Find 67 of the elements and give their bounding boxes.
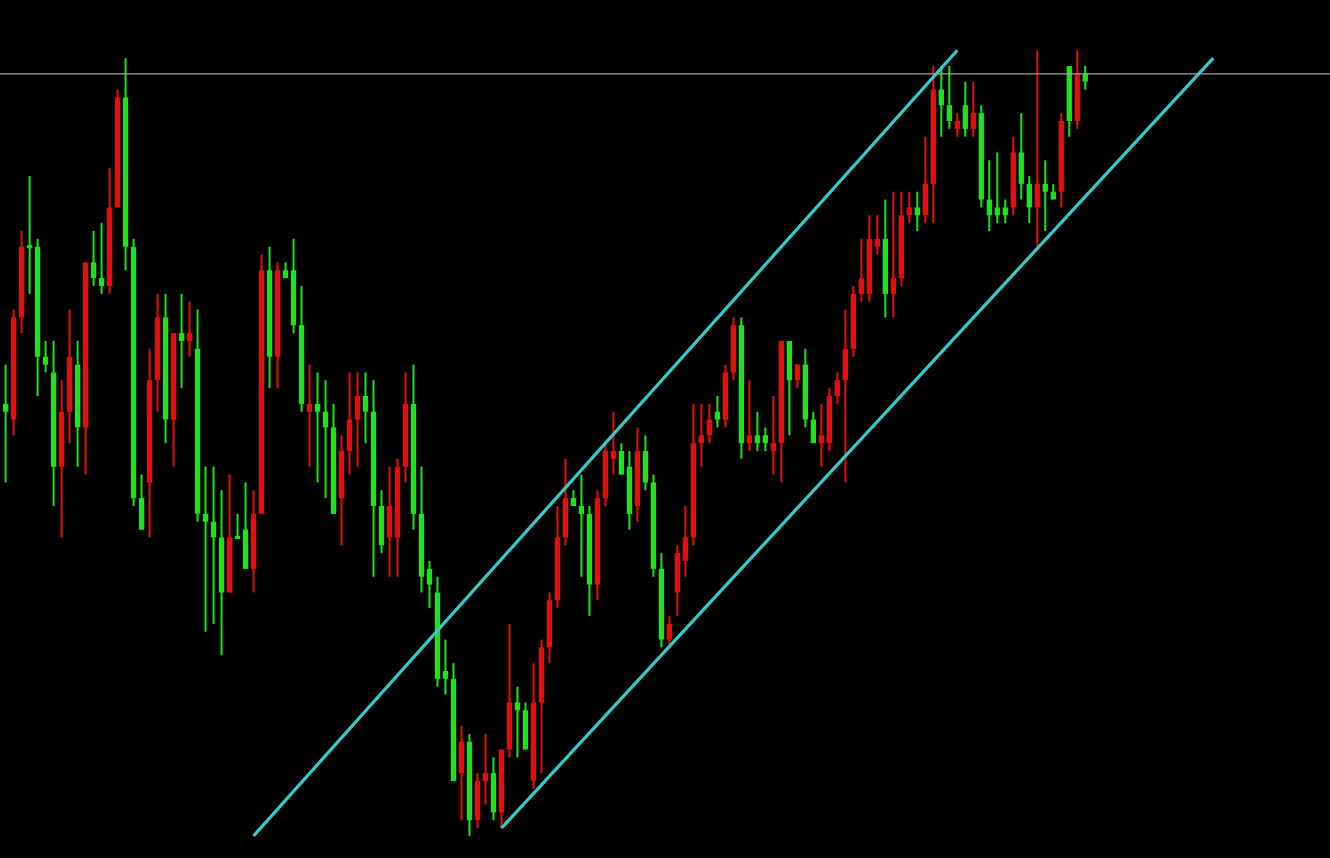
candlestick xyxy=(770,394,777,476)
candlestick xyxy=(706,402,713,445)
candlestick xyxy=(306,363,313,468)
candlestick xyxy=(602,442,609,507)
candlestick xyxy=(1026,174,1032,225)
candlestick xyxy=(242,481,249,570)
candlestick xyxy=(642,434,649,492)
candlestick xyxy=(890,190,896,319)
candlestick xyxy=(338,434,345,547)
candlestick xyxy=(818,402,824,468)
candlestick xyxy=(922,135,928,225)
candlestick xyxy=(522,701,529,751)
candlestick xyxy=(474,772,481,830)
candlestick xyxy=(666,615,673,649)
candlestick xyxy=(362,371,369,445)
candlestick xyxy=(698,402,705,468)
candlestick xyxy=(954,112,960,138)
candlestick xyxy=(674,544,681,617)
candlestick xyxy=(938,64,944,138)
candlestick xyxy=(1018,112,1024,201)
candlestick xyxy=(714,394,721,429)
candlestick xyxy=(482,732,489,806)
candlestick xyxy=(210,465,217,625)
candlestick xyxy=(626,449,633,531)
candlestick xyxy=(90,229,97,287)
candlestick xyxy=(546,591,553,665)
candlestick xyxy=(946,64,952,130)
candlestick xyxy=(722,363,729,429)
candlestick xyxy=(354,371,361,468)
candlestick xyxy=(386,465,393,578)
candlestick xyxy=(98,222,105,295)
candlestick xyxy=(1074,49,1080,130)
candlestick xyxy=(810,410,817,445)
candlestick xyxy=(138,473,145,531)
candlestick xyxy=(746,379,753,452)
candlestick xyxy=(346,371,353,476)
candlestick xyxy=(842,308,848,484)
candlestick xyxy=(490,756,497,822)
candlestick xyxy=(514,685,521,759)
candlestick xyxy=(562,457,569,547)
candlestick xyxy=(970,80,976,138)
candlestick xyxy=(754,410,761,452)
candlestick xyxy=(578,473,585,578)
candlestick xyxy=(178,292,185,390)
candlestick xyxy=(986,159,992,232)
candlestick xyxy=(2,363,9,484)
candlestick xyxy=(858,237,864,303)
candlestick xyxy=(314,371,321,484)
candlestick xyxy=(906,190,912,225)
candlestick xyxy=(730,316,737,382)
candlestick xyxy=(962,80,968,138)
candlestick xyxy=(994,151,1000,225)
candlestick xyxy=(202,465,209,633)
candlestick xyxy=(1034,49,1040,248)
candlestick xyxy=(834,371,840,405)
candlestick xyxy=(458,725,465,822)
candlestick xyxy=(786,339,793,437)
candlestick xyxy=(506,622,513,759)
candlestick xyxy=(378,489,385,555)
candlestick xyxy=(826,387,832,452)
candlestick xyxy=(322,379,329,500)
candlestick xyxy=(914,190,920,232)
candlestick xyxy=(42,339,49,374)
candlestick xyxy=(1002,198,1008,225)
candlestick xyxy=(186,300,193,358)
candlestick xyxy=(1042,159,1048,232)
candlestick xyxy=(762,426,769,452)
